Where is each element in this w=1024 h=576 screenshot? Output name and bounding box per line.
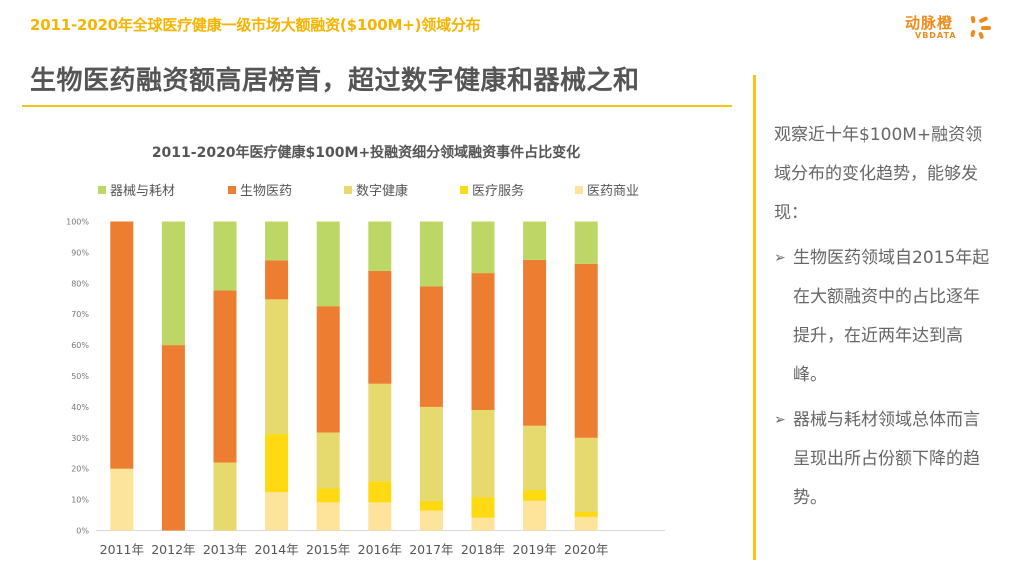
y-tick-label: 50% — [71, 372, 89, 381]
bar-segment — [471, 497, 495, 518]
bar-segment — [316, 488, 340, 503]
bar-segment — [316, 432, 340, 489]
legend-swatch — [344, 186, 352, 194]
bar-segment — [523, 425, 547, 491]
brand-logo: 动脉橙 VBDATA — [905, 12, 995, 42]
logo-burst-icon — [970, 16, 991, 39]
bar-segment — [574, 437, 598, 512]
headline-divider — [22, 105, 732, 107]
y-tick-label: 20% — [71, 465, 89, 474]
y-tick-label: 70% — [71, 310, 89, 319]
y-tick-label: 60% — [71, 341, 89, 350]
chart-title: 2011-2020年医疗健康$100M+投融资细分领域融资事件占比变化 — [152, 144, 580, 161]
bar-segment — [523, 500, 547, 531]
y-tick-label: 80% — [71, 279, 89, 288]
bar-segment — [110, 221, 134, 469]
sidebar-divider — [753, 75, 756, 560]
bar-segment — [213, 221, 237, 291]
legend-label: 器械与耗材 — [110, 184, 175, 199]
stacked-bar-chart: 2011-2020年医疗健康$100M+投融资细分领域融资事件占比变化 器械与耗… — [66, 144, 665, 557]
bar-segment — [265, 221, 289, 261]
arrow-bullet-icon: ➢ — [774, 412, 786, 428]
logo-name-en: VBDATA — [915, 31, 957, 40]
y-tick-label: 90% — [71, 248, 89, 257]
insight-intro: 观察近十年$100M+融资领域分布的变化趋势，能够发现： — [774, 125, 983, 223]
legend-swatch — [575, 186, 583, 194]
bar-segment — [523, 259, 547, 426]
x-tick-label: 2020年 — [564, 542, 608, 557]
bar-segment — [368, 481, 392, 503]
legend-label: 数字健康 — [356, 183, 408, 199]
insight-bullet-text: 生物医药领域自2015年起在大额融资中的占比逐年提升，在近两年达到高峰。 — [793, 248, 990, 385]
bar-segment — [213, 462, 237, 531]
bar-segment — [265, 492, 289, 531]
x-tick-label: 2018年 — [461, 542, 505, 557]
bar-segment — [368, 270, 392, 384]
chart-legend: 器械与耗材 生物医药 数字健康 医疗服务 医药商业 — [98, 183, 639, 199]
bars — [110, 221, 598, 531]
bar-segment — [419, 510, 443, 531]
section-title: 2011-2020年全球医疗健康一级市场大额融资($100M+)领域分布 — [30, 16, 481, 34]
bar-segment — [316, 221, 340, 307]
bar-segment — [523, 221, 547, 260]
bar-segment — [368, 221, 392, 271]
bar-segment — [471, 517, 495, 531]
x-tick-label: 2012年 — [151, 542, 195, 557]
bar-segment — [574, 516, 598, 531]
legend-label: 医疗服务 — [472, 183, 524, 199]
bar-segment — [419, 406, 443, 501]
logo-name-cn: 动脉橙 — [905, 14, 954, 32]
insight-bullet-text: 器械与耗材领域总体而言呈现出所占份额下降的趋势。 — [793, 410, 980, 508]
bar-segment — [265, 434, 289, 493]
y-tick-label: 40% — [71, 403, 89, 412]
y-tick-label: 10% — [71, 496, 89, 505]
bar-segment — [471, 221, 495, 274]
bar-segment — [265, 299, 289, 435]
legend-swatch — [228, 186, 236, 194]
legend-label: 医药商业 — [587, 184, 639, 199]
x-axis: 2011年 2012年 2013年 2014年 2015年 2016年 2017年 2018年… — [100, 542, 609, 557]
bar-segment — [523, 490, 547, 501]
bar-segment — [368, 383, 392, 482]
bar-segment — [110, 468, 134, 531]
bar-segment — [316, 502, 340, 531]
x-tick-label: 2013年 — [203, 542, 247, 557]
x-tick-label: 2016年 — [358, 542, 402, 557]
legend-swatch — [98, 186, 106, 194]
bar-segment — [213, 290, 237, 463]
x-tick-label: 2019年 — [512, 542, 556, 557]
legend-label: 生物医药 — [240, 184, 292, 199]
bar-segment — [471, 409, 495, 498]
bar-segment — [419, 286, 443, 407]
insight-bullet: ➢ 器械与耗材领域总体而言呈现出所占份额下降的趋势。 — [774, 401, 994, 518]
insight-bullet: ➢ 生物医药领域自2015年起在大额融资中的占比逐年提升，在近两年达到高峰。 — [774, 239, 994, 395]
bar-segment — [265, 260, 289, 300]
page-headline: 生物医药融资额高居榜首，超过数字健康和器械之和 — [30, 66, 640, 96]
x-tick-label: 2015年 — [306, 542, 350, 557]
x-tick-label: 2011年 — [100, 542, 144, 557]
x-tick-label: 2014年 — [254, 542, 298, 557]
x-tick-label: 2017年 — [409, 542, 453, 557]
legend-swatch — [460, 186, 468, 194]
bar-segment — [316, 306, 340, 433]
y-tick-label: 0% — [76, 527, 89, 536]
bar-segment — [161, 221, 185, 346]
bar-segment — [419, 221, 443, 287]
bar-segment — [574, 263, 598, 438]
bar-segment — [419, 500, 443, 511]
arrow-bullet-icon: ➢ — [774, 250, 786, 266]
y-axis: 0% 10% 20% 30% 40% 50% 60% 70% 80% 90% 100% — [66, 218, 89, 536]
bar-segment — [471, 273, 495, 410]
y-tick-label: 30% — [71, 434, 89, 443]
bar-segment — [161, 345, 185, 531]
y-tick-label: 100% — [66, 218, 89, 227]
bar-segment — [368, 502, 392, 531]
bar-segment — [574, 221, 598, 264]
insight-panel: 观察近十年$100M+融资领域分布的变化趋势，能够发现： ➢ 生物医药领域自20… — [774, 116, 994, 524]
bar-segment — [574, 511, 598, 517]
